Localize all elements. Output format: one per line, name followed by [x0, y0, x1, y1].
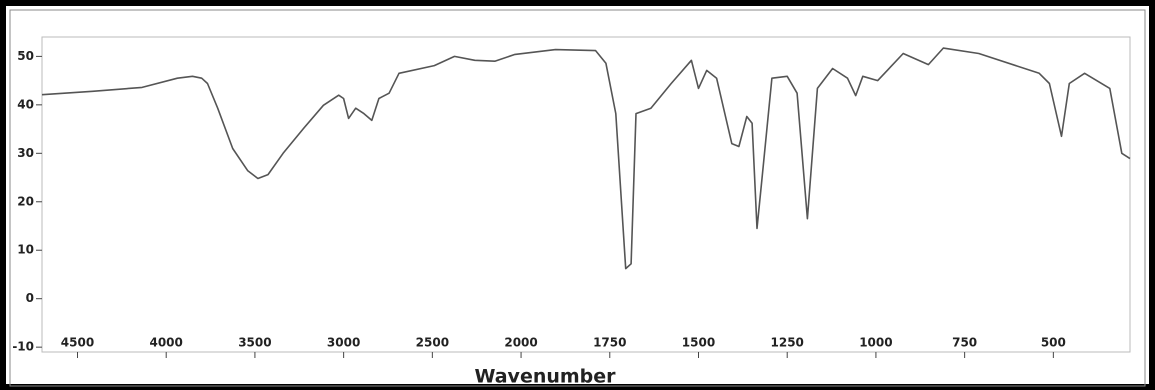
x-tick-label: 4500: [61, 336, 94, 350]
y-tick-label: 0: [26, 291, 34, 305]
y-tick-label: 30: [17, 146, 34, 160]
y-tick-label: -10: [12, 340, 34, 354]
x-axis-title: Wavenumber: [474, 366, 616, 388]
y-tick-label: 40: [17, 97, 34, 111]
x-tick-label: 3000: [327, 336, 360, 350]
y-tick-label: 50: [17, 49, 34, 63]
y-tick-label: 10: [17, 243, 34, 257]
x-tick-label: 1000: [859, 336, 892, 350]
spectrum-line: [41, 47, 1131, 270]
x-tick-label: 750: [952, 336, 977, 350]
y-tick-label: 20: [17, 194, 34, 208]
x-tick-label: 3500: [238, 336, 271, 350]
x-tick-label: 4000: [149, 336, 182, 350]
inner-border: [9, 9, 1146, 387]
x-tick-label: 1250: [771, 336, 804, 350]
plot-area: [41, 36, 1131, 353]
x-tick-label: 2000: [504, 336, 537, 350]
x-tick-label: 1750: [593, 336, 626, 350]
x-tick-label: 500: [1041, 336, 1066, 350]
x-tick-label: 1500: [682, 336, 715, 350]
x-tick-label: 2500: [416, 336, 449, 350]
